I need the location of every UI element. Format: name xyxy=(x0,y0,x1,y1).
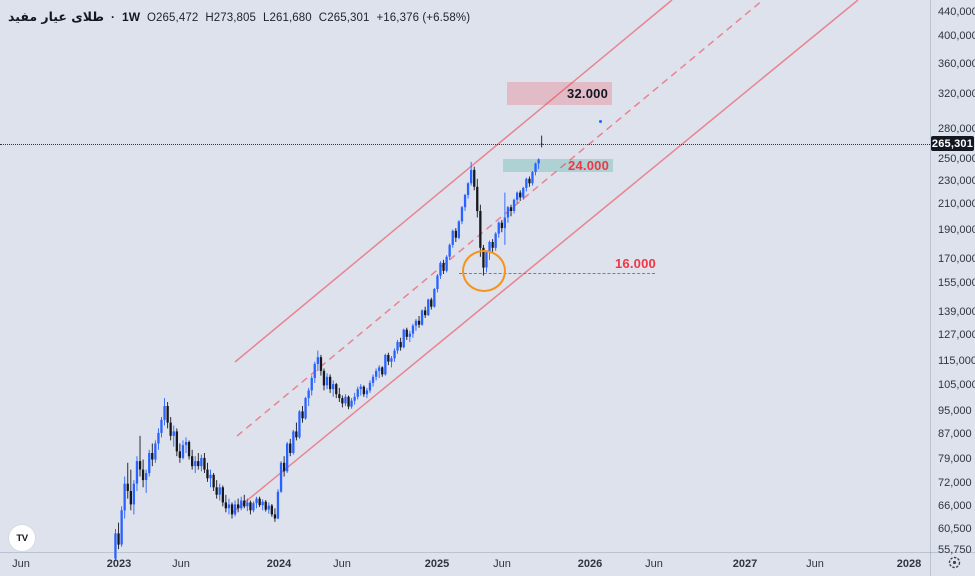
highlight-circle[interactable] xyxy=(462,250,506,292)
current-price-tag: 265,301 xyxy=(931,136,974,152)
price-tick-320000: 320,000 xyxy=(938,88,975,100)
price-tick-210000: 210,000 xyxy=(938,198,975,210)
ohlc-high: H273,805 xyxy=(205,12,257,24)
time-axis-separator xyxy=(0,552,975,553)
target-zone-label: 24.000 xyxy=(568,158,609,173)
price-tick-127000: 127,000 xyxy=(938,329,975,341)
time-tick-6-Jun: Jun xyxy=(493,558,511,570)
price-tick-400000: 400,000 xyxy=(938,30,975,42)
interval-label[interactable]: 1W xyxy=(122,10,141,24)
ohlc-open: O265,472 xyxy=(147,12,199,24)
price-tick-66000: 66,000 xyxy=(938,500,972,512)
support-dashed-line[interactable] xyxy=(459,273,655,274)
symbol-title[interactable]: طلای عیار مفید xyxy=(8,9,105,24)
price-tick-230000: 230,000 xyxy=(938,175,975,187)
trend-channel[interactable] xyxy=(232,0,859,513)
change-value: +16,376 (+6.58%) xyxy=(376,12,471,24)
price-axis-separator xyxy=(930,0,931,576)
time-tick-5-2025: 2025 xyxy=(424,558,450,570)
support-line-label: 16.000 xyxy=(615,256,656,271)
current-price-line xyxy=(0,144,930,145)
price-tick-250000: 250,000 xyxy=(938,153,975,165)
channel-line-1[interactable] xyxy=(236,0,764,437)
price-tick-95000: 95,000 xyxy=(938,405,972,417)
price-tick-360000: 360,000 xyxy=(938,58,975,70)
price-tick-155000: 155,000 xyxy=(938,277,975,289)
supply-zone-label: 32.000 xyxy=(567,86,608,101)
channel-line-0[interactable] xyxy=(234,0,673,363)
price-tick-60500: 60,500 xyxy=(938,523,972,535)
time-tick-3-2024: 2024 xyxy=(266,558,292,570)
time-tick-9-2027: 2027 xyxy=(732,558,758,570)
ohlc-close: C265,301 xyxy=(318,12,370,24)
time-tick-11-2028: 2028 xyxy=(896,558,922,570)
price-tick-440000: 440,000 xyxy=(938,6,975,18)
legend-separator: · xyxy=(111,10,116,24)
time-tick-2-Jun: Jun xyxy=(172,558,190,570)
channel-line-2[interactable] xyxy=(232,0,859,513)
price-tick-79000: 79,000 xyxy=(938,453,972,465)
axis-settings-gear-icon[interactable] xyxy=(947,555,962,570)
tradingview-logo-text: TV xyxy=(16,532,28,544)
ohlc-low: L261,680 xyxy=(263,12,312,24)
time-tick-10-Jun: Jun xyxy=(806,558,824,570)
time-tick-0-Jun: Jun xyxy=(12,558,30,570)
tradingview-logo[interactable]: TV xyxy=(9,525,35,551)
price-tick-55750: 55,750 xyxy=(938,544,972,556)
time-tick-7-2026: 2026 xyxy=(577,558,603,570)
projection-dot xyxy=(599,120,602,123)
price-tick-190000: 190,000 xyxy=(938,224,975,236)
price-tick-139000: 139,000 xyxy=(938,306,975,318)
price-tick-72000: 72,000 xyxy=(938,477,972,489)
price-tick-87000: 87,000 xyxy=(938,428,972,440)
candlestick-series xyxy=(114,135,543,562)
price-tick-170000: 170,000 xyxy=(938,253,975,265)
time-tick-1-2023: 2023 xyxy=(106,558,132,570)
time-tick-4-Jun: Jun xyxy=(333,558,351,570)
price-tick-105000: 105,000 xyxy=(938,379,975,391)
time-tick-8-Jun: Jun xyxy=(645,558,663,570)
symbol-legend[interactable]: طلای عیار مفید · 1W O265,472 H273,805 L2… xyxy=(8,9,470,24)
target-zone-box[interactable]: 24.000 xyxy=(503,158,613,173)
price-tick-280000: 280,000 xyxy=(938,123,975,135)
price-tick-115000: 115,000 xyxy=(938,355,975,367)
